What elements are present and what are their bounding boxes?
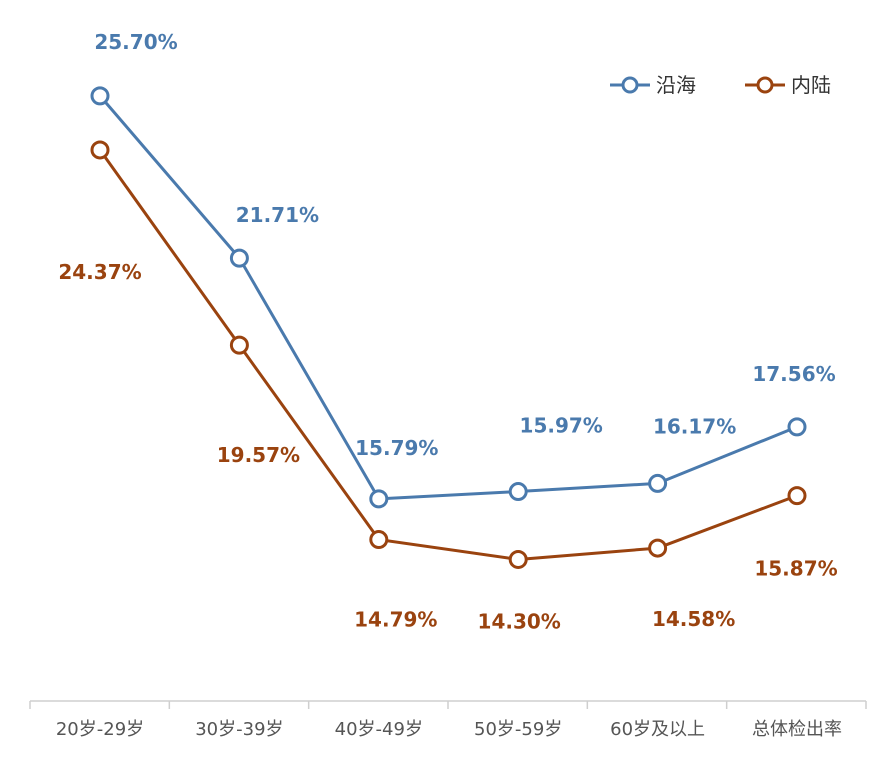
data-label: 15.79% xyxy=(355,436,438,460)
data-label: 21.71% xyxy=(236,203,319,227)
data-label: 25.70% xyxy=(94,30,177,54)
data-point xyxy=(369,489,389,509)
legend-label: 内陆 xyxy=(791,73,831,97)
data-label: 16.17% xyxy=(653,414,736,438)
data-label: 15.87% xyxy=(754,557,837,581)
data-point xyxy=(229,335,249,355)
x-tick-label: 50岁-59岁 xyxy=(474,719,562,740)
x-tick-label: 20岁-29岁 xyxy=(56,719,144,740)
legend: 沿海 内陆 xyxy=(610,73,831,97)
data-point xyxy=(508,482,528,502)
data-point xyxy=(229,248,249,268)
data-point xyxy=(648,538,668,558)
data-labels: 25.70% 21.71% 15.79% 15.97% 16.17% 17.56% 24.3… xyxy=(58,30,837,634)
data-point xyxy=(787,417,807,437)
data-label: 24.37% xyxy=(58,260,141,284)
data-point xyxy=(648,473,668,493)
x-tick-label: 30岁-39岁 xyxy=(195,719,283,740)
data-point xyxy=(90,140,110,160)
data-point xyxy=(787,486,807,506)
series-line-0 xyxy=(98,94,798,501)
data-label: 17.56% xyxy=(752,362,835,386)
series-line-1 xyxy=(98,149,798,561)
x-axis: 20岁-29岁 30岁-39岁 40岁-49岁 50岁-59岁 60岁及以上 总体检出率 xyxy=(29,700,867,740)
data-point xyxy=(369,530,389,550)
series-group xyxy=(90,86,807,569)
x-tick-label: 40岁-49岁 xyxy=(335,719,423,740)
data-point xyxy=(508,549,528,569)
data-label: 15.97% xyxy=(520,414,603,438)
data-label: 14.58% xyxy=(652,607,735,631)
legend-label: 沿海 xyxy=(656,73,696,97)
legend-swatch-marker xyxy=(756,76,774,94)
data-point xyxy=(90,86,110,106)
x-tick-label: 总体检出率 xyxy=(752,719,842,740)
x-tick-label: 60岁及以上 xyxy=(610,719,705,740)
data-label: 19.57% xyxy=(217,443,300,467)
data-label: 14.30% xyxy=(478,609,561,633)
data-label: 14.79% xyxy=(354,608,437,632)
legend-swatch-marker xyxy=(621,76,639,94)
